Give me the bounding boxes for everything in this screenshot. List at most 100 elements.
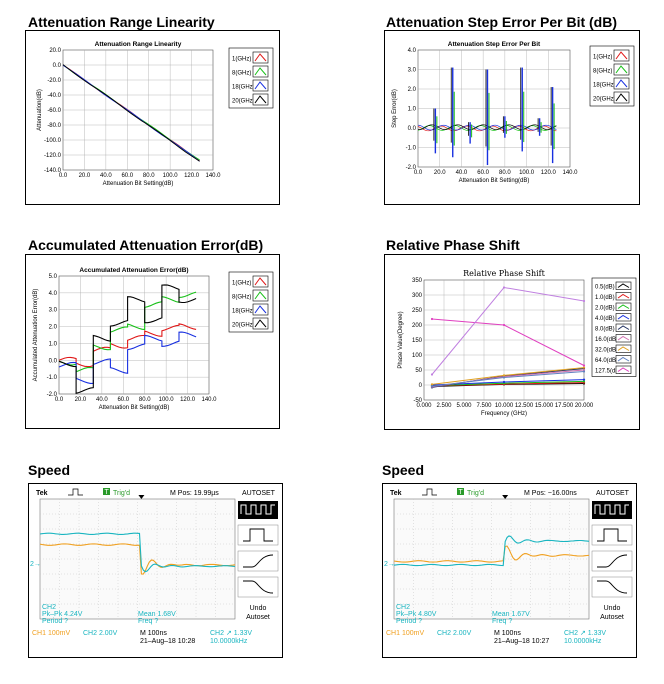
- trigger-setting: CH2 ↗ 1.33V: [564, 630, 606, 637]
- y-tick-label: 4.0: [49, 291, 58, 297]
- legend-label: 2.0(dB): [595, 305, 615, 311]
- series-line: [62, 64, 200, 162]
- chart-title: Relative Phase Shift: [463, 269, 545, 278]
- x-axis-label: Attenuation Bit Setting(dB): [103, 181, 174, 187]
- meas-freq: Freq ?: [492, 618, 512, 625]
- falling-edge-icon: [597, 580, 628, 594]
- legend-label: 18(GHz): [232, 84, 255, 90]
- series-point: [582, 378, 586, 381]
- y-tick-label: 150: [412, 338, 423, 344]
- series-point: [582, 364, 586, 367]
- x-tick-label: 40.0: [456, 170, 468, 176]
- rising-edge-icon-box: [591, 550, 633, 572]
- x-tick-label: 80.0: [499, 170, 511, 176]
- y-tick-label: -2.0: [47, 392, 58, 398]
- horizontal-position: M Pos: −16.00ns: [524, 490, 577, 497]
- y-tick-label: 3.0: [49, 308, 58, 314]
- ch2-waveform: [393, 535, 590, 567]
- x-tick-label: 20.0: [79, 173, 91, 179]
- y-axis-label: Phase Value(Degree): [398, 311, 404, 368]
- y-tick-label: -1.0: [406, 146, 417, 152]
- legend-swatch-box: [615, 344, 632, 353]
- legend-swatch-line: [615, 79, 628, 88]
- legend-swatch-line: [617, 283, 630, 288]
- ch2-marker: 2→: [384, 561, 395, 568]
- autoset-label: AUTOSET: [596, 490, 630, 497]
- pulse-icon: [422, 488, 437, 496]
- y-tick-label: 50: [415, 368, 422, 374]
- section-title-speed-1: Speed: [28, 462, 71, 478]
- series-point: [502, 380, 506, 384]
- legend-label: 4.0(dB): [595, 316, 615, 322]
- series-point: [430, 317, 434, 321]
- series-line: [58, 291, 197, 373]
- meas-freq: Freq ?: [138, 618, 158, 625]
- legend-label: 1(GHz): [232, 280, 251, 286]
- chart-attenuation-linearity: 0.0 20.0 40.0 60.0 80.0 100.0 120.0 140.0 20.0 0.…: [25, 30, 280, 205]
- legend-swatch-line: [254, 53, 267, 62]
- y-tick-label: 5.0: [49, 274, 58, 280]
- scope-screen-2: Tek T Trig'd M Pos: −16.00ns AUTOSET 2→ Undo Au…: [382, 483, 637, 658]
- x-tick-label: 20.0: [75, 397, 87, 403]
- y-tick-label: 1.0: [408, 107, 417, 113]
- pulse-icon: [68, 488, 83, 496]
- square-wave-icon-box: [238, 501, 278, 519]
- legend-swatch-box: [615, 281, 632, 290]
- trigger-status: Trig'd: [467, 490, 484, 497]
- legend-label: 8(GHz): [232, 70, 251, 76]
- series-point: [502, 376, 506, 379]
- undo-label: Undo: [604, 605, 621, 612]
- x-axis-label: Attenuation Bit Setting(dB): [459, 178, 530, 184]
- x-tick-label: 7.500: [476, 403, 492, 409]
- legend-swatch-line: [615, 51, 628, 60]
- legend-swatch-line: [254, 305, 267, 314]
- y-tick-label: 0: [419, 383, 423, 389]
- y-tick-label: 3.0: [408, 68, 417, 74]
- legend-label: 32.0(dB): [595, 347, 618, 353]
- rising-edge-icon-box: [237, 550, 279, 572]
- x-tick-label: 100.0: [163, 173, 179, 179]
- series-point: [502, 323, 506, 327]
- series-point: [582, 299, 586, 303]
- x-tick-label: 20.0: [434, 170, 446, 176]
- y-tick-label: 20.0: [49, 48, 61, 54]
- legend-label: 1.0(dB): [595, 295, 615, 301]
- falling-edge-icon-box: [237, 576, 279, 598]
- series-point: [430, 383, 434, 386]
- legend-swatch-box: [615, 313, 632, 322]
- x-tick-label: 5.000: [456, 403, 472, 409]
- x-tick-label: 0.0: [59, 173, 68, 179]
- x-tick-label: 12.500: [515, 403, 534, 409]
- undo-autoset-label: Autoset: [246, 614, 270, 621]
- legend-swatch-box: [615, 365, 632, 374]
- falling-edge-icon: [243, 580, 274, 594]
- y-tick-label: 300: [412, 293, 423, 299]
- scope-brand: Tek: [390, 490, 402, 497]
- y-tick-label: 0.0: [53, 63, 62, 69]
- section-title-linearity: Attenuation Range Linearity: [28, 14, 215, 30]
- legend-swatch-line: [615, 65, 628, 74]
- x-tick-label: 140.0: [562, 170, 578, 176]
- falling-edge-icon-box: [591, 576, 633, 598]
- legend-swatch-line: [617, 335, 630, 341]
- plot-area: [58, 275, 210, 395]
- series-line: [62, 64, 200, 162]
- y-tick-label: 200: [412, 323, 423, 329]
- undo-autoset-label: Autoset: [600, 614, 624, 621]
- rising-edge-icon: [243, 554, 274, 568]
- x-tick-label: 20.000: [575, 403, 594, 409]
- legend-swatch-line: [254, 81, 267, 90]
- y-axis-label: Accumulated Attenuation Error(dB): [33, 289, 39, 382]
- x-tick-label: 140.0: [201, 397, 217, 403]
- autoset-label: AUTOSET: [242, 490, 276, 497]
- meas-channel: CH2: [396, 604, 410, 611]
- series-point: [430, 385, 434, 388]
- y-tick-label: 0.0: [408, 126, 417, 132]
- x-tick-label: 140.0: [205, 173, 221, 179]
- y-tick-label: -1.0: [47, 375, 58, 381]
- x-axis-label: Attenuation Bit Setting(dB): [99, 405, 170, 411]
- legend-swatch-line: [254, 95, 267, 104]
- legend-label: 8(GHz): [232, 294, 251, 300]
- legend-swatch-box: [252, 317, 269, 330]
- series-line: [58, 331, 197, 384]
